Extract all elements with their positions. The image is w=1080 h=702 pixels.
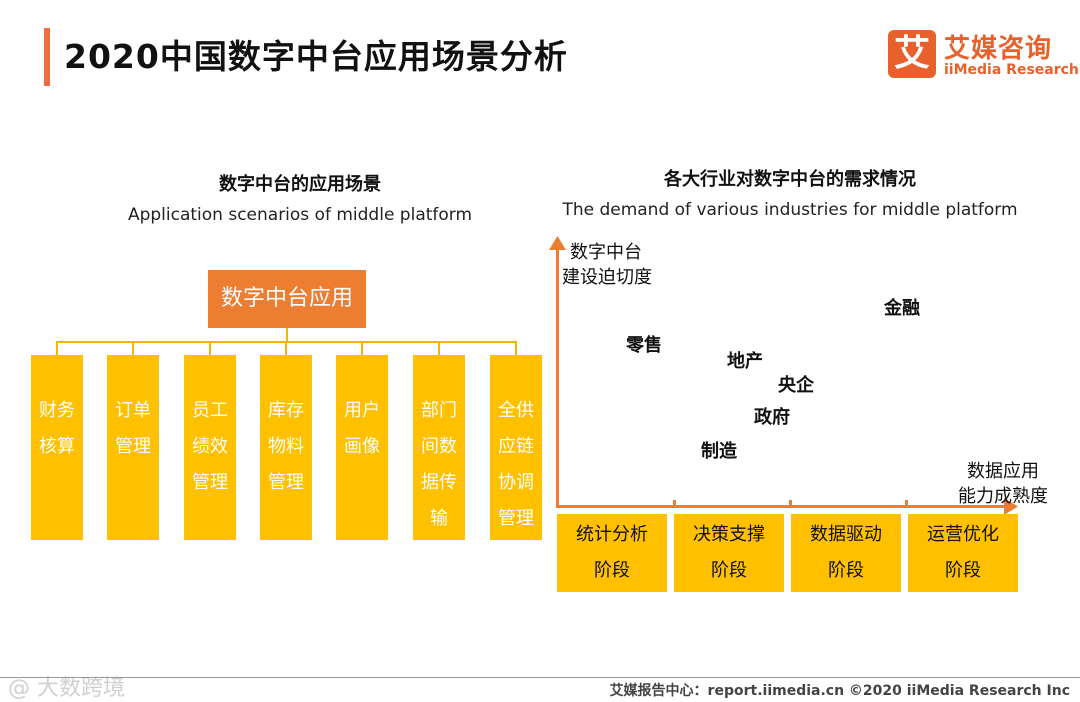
leaf-employee: 员工绩效管理: [184, 355, 236, 540]
tree-root-box: 数字中台应用: [208, 270, 366, 328]
iimedia-logo-icon: 艾: [888, 30, 936, 78]
tree-branch-line: [209, 341, 211, 355]
industry-manufacturing: 制造: [701, 441, 737, 462]
industry-retail: 零售: [626, 335, 662, 356]
industry-government: 政府: [754, 407, 790, 428]
logo-name-en: iiMedia Research: [944, 62, 1079, 78]
x-axis-arrow-icon: [1004, 498, 1018, 515]
right-title-en: The demand of various industries for mid…: [562, 200, 1018, 220]
page-title: 2020中国数字中台应用场景分析: [64, 37, 568, 76]
stage-statistical-analysis: 统计分析阶段: [557, 514, 667, 592]
tree-root-connector: [286, 328, 288, 341]
x-axis-tick: [673, 500, 676, 508]
tree-branch-line: [285, 341, 287, 355]
x-axis-label-line2: 能力成熟度: [958, 486, 1048, 507]
leaf-finance: 财务核算: [31, 355, 83, 540]
stage-decision-support: 决策支撑阶段: [674, 514, 784, 592]
industry-finance: 金融: [884, 298, 920, 319]
industry-soe: 央企: [778, 375, 814, 396]
y-axis-label-line1: 数字中台: [570, 242, 642, 263]
x-axis-label-line1: 数据应用: [967, 461, 1039, 482]
leaf-order: 订单管理: [107, 355, 159, 540]
watermark-text: @ 大数跨境: [8, 676, 125, 701]
left-title-en: Application scenarios of middle platform: [127, 205, 473, 225]
footer-divider: [0, 677, 1080, 678]
logo-name-cn: 艾媒咨询: [944, 34, 1053, 64]
right-title-cn: 各大行业对数字中台的需求情况: [664, 169, 916, 190]
industry-real-estate: 地产: [727, 351, 763, 372]
y-axis: [556, 248, 559, 508]
leaf-inventory: 库存物料管理: [260, 355, 312, 540]
tree-branch-line: [56, 341, 58, 355]
x-axis: [556, 505, 1006, 508]
left-title-cn: 数字中台的应用场景: [219, 174, 381, 195]
leaf-user-profile: 用户画像: [336, 355, 388, 540]
stage-data-driven: 数据驱动阶段: [791, 514, 901, 592]
x-axis-tick: [905, 500, 908, 508]
leaf-supply-chain: 全供应链协调管理: [490, 355, 542, 540]
leaf-data-transfer: 部门间数据传输: [413, 355, 465, 540]
stage-operation-optimization: 运营优化阶段: [908, 514, 1018, 592]
tree-branch-line: [361, 341, 363, 355]
title-accent-bar: [44, 28, 50, 86]
tree-branch-line: [515, 341, 517, 355]
footer-source: 艾媒报告中心：report.iimedia.cn ©2020 iiMedia R…: [609, 683, 1070, 699]
x-axis-tick: [789, 500, 792, 508]
tree-branch-line: [438, 341, 440, 355]
y-axis-arrow-icon: [549, 236, 566, 250]
tree-branch-line: [132, 341, 134, 355]
y-axis-label-line2: 建设迫切度: [562, 267, 652, 288]
